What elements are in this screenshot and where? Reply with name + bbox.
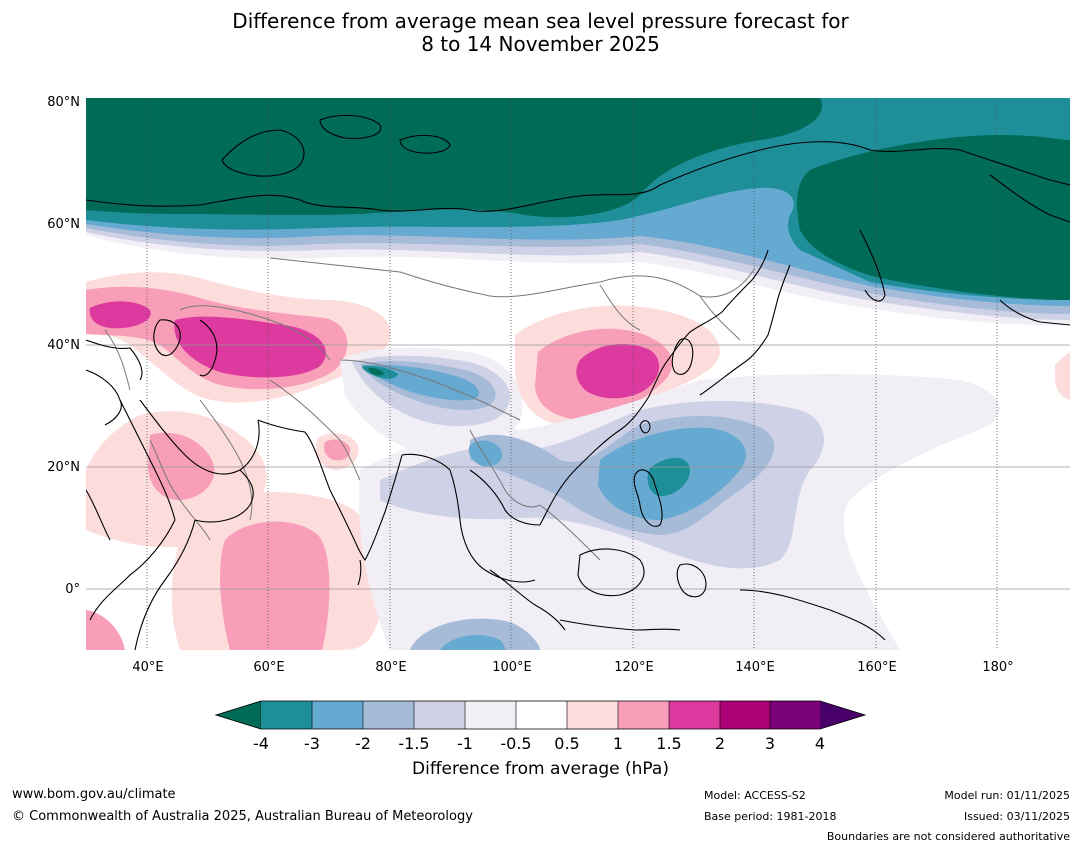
colorbar-title: Difference from average (hPa): [412, 759, 669, 779]
anomaly-lt-neg4-tibet: [368, 367, 384, 376]
colorbar-swatch-p05-1: [567, 701, 618, 729]
footer-website: www.bom.gov.au/climate: [12, 787, 176, 802]
anomaly-p1-sw: [86, 610, 125, 650]
lon-label-60e: 60°E: [253, 660, 285, 675]
colorbar-swatch-p2-3: [720, 701, 770, 729]
colorbar-swatch-p1-15: [618, 701, 669, 729]
lat-label-20n: 20°N: [47, 460, 80, 475]
colorbar-swatch-p15-2: [669, 701, 720, 729]
title-line-2: 8 to 14 November 2025: [421, 32, 660, 56]
anomaly-neg4-pacific: [647, 457, 690, 497]
footer-copyright: © Commonwealth of Australia 2025, Austra…: [12, 809, 473, 824]
colorbar-tick-neg1: -1: [457, 734, 473, 753]
footer-model: Model: ACCESS-S2: [704, 789, 806, 802]
colorbar-swatch-neg4-neg3: [261, 701, 312, 729]
lat-label-60n: 60°N: [47, 217, 80, 232]
chart-title: Difference from average mean sea level p…: [0, 10, 1081, 56]
colorbar-swatch-lt-neg4: [214, 700, 262, 730]
anomaly-p1-india-ocean: [220, 521, 330, 650]
anomaly-neg3-southocean: [440, 635, 505, 650]
anomaly-p1-arabia: [148, 432, 215, 500]
lon-label-80e: 80°E: [375, 660, 407, 675]
lon-label-120e: 120°E: [614, 660, 654, 675]
anomaly-neg2-southocean: [410, 618, 540, 650]
colorbar-tick-neg3: -3: [304, 734, 320, 753]
colorbar-swatch-neg1-neg05: [465, 701, 516, 729]
colorbar-tick-p1: 1: [612, 734, 624, 753]
footer-model-run: Model run: 01/11/2025: [944, 789, 1070, 802]
footer-disclaimer: Boundaries are not considered authoritat…: [826, 830, 1070, 843]
country-boundaries: [104, 257, 756, 561]
lon-label-160e: 160°E: [857, 660, 897, 675]
map-field: [86, 98, 1070, 650]
lon-label-40e: 40°E: [132, 660, 164, 675]
colorbar-swatch-gt4: [820, 701, 865, 729]
colorbar-tick-neg05: -0.5: [500, 734, 532, 753]
colorbar-dividers: [311, 701, 771, 729]
anomaly-lt-neg4-north: [86, 98, 822, 218]
colorbar-swatch-neg2-neg15: [363, 701, 414, 729]
anomaly-neg3-bay: [468, 440, 503, 467]
colorbar-tick-neg2: -2: [355, 734, 371, 753]
anomaly-p05-pacific-east: [1055, 352, 1070, 400]
colorbar-outline: [214, 700, 867, 730]
lat-label-40n: 40°N: [47, 338, 80, 353]
lon-label-140e: 140°E: [735, 660, 775, 675]
lon-label-100e: 100°E: [492, 660, 532, 675]
graticule-meridians: [146, 98, 998, 650]
colorbar-tick-p3: 3: [764, 734, 776, 753]
colorbar-swatch-neg05-05: [516, 701, 567, 729]
footer-base-period: Base period: 1981-2018: [704, 810, 837, 823]
anomaly-p15-europe: [89, 301, 151, 329]
colorbar-swatch-neg15-neg1: [414, 701, 465, 729]
anomaly-lt-neg4-northeast: [797, 135, 1070, 300]
colorbar-swatch-p3-4: [770, 701, 820, 729]
coastlines: [86, 114, 1070, 650]
colorbar-tick-p4: 4: [814, 734, 826, 753]
colorbar-swatch-neg3-neg2: [312, 701, 363, 729]
anomaly-p1-india: [324, 439, 351, 461]
footer-issued: Issued: 03/11/2025: [963, 810, 1070, 823]
anomaly-p15-eastasia: [576, 343, 660, 399]
colorbar-tick-p2: 2: [714, 734, 726, 753]
lat-label-equator: 0°: [65, 582, 80, 597]
lon-label-180: 180°: [982, 660, 1014, 675]
colorbar-tick-p05: 0.5: [554, 734, 580, 753]
title-line-1: Difference from average mean sea level p…: [232, 9, 849, 33]
colorbar: [214, 700, 867, 730]
colorbar-tick-p15: 1.5: [656, 734, 682, 753]
lat-label-80n: 80°N: [47, 95, 80, 110]
colorbar-tick-neg15: -1.5: [398, 734, 430, 753]
colorbar-tick-neg4: -4: [253, 734, 269, 753]
